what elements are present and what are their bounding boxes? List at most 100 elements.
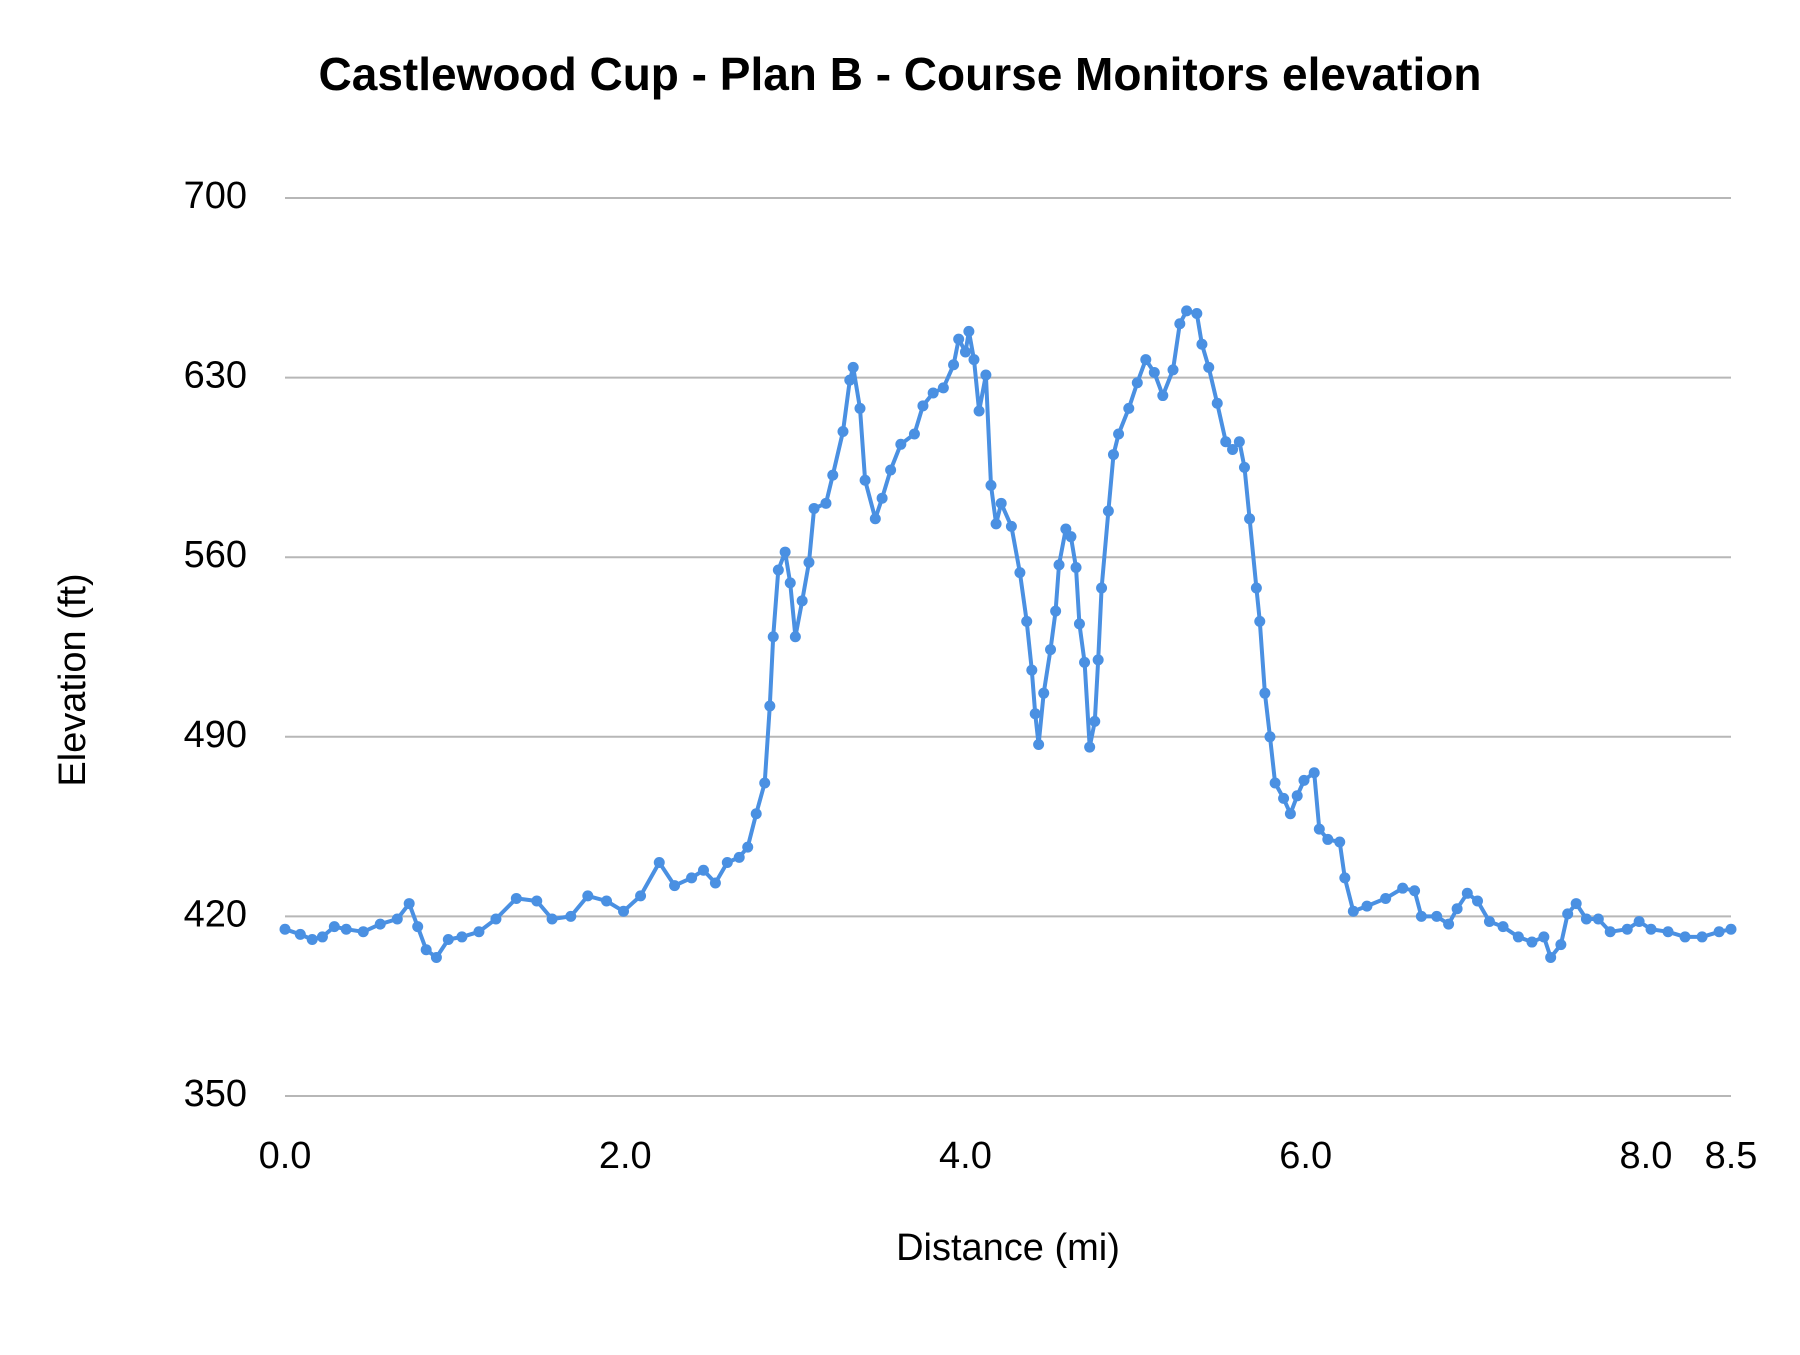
point xyxy=(306,933,318,945)
point xyxy=(1174,318,1186,330)
point xyxy=(1045,644,1057,656)
point xyxy=(1291,790,1303,802)
point xyxy=(316,931,328,943)
point xyxy=(510,892,522,904)
point xyxy=(1443,918,1455,930)
point xyxy=(985,479,997,491)
point xyxy=(1250,582,1262,594)
point xyxy=(721,857,733,869)
point xyxy=(1050,605,1062,617)
point xyxy=(820,497,832,509)
point xyxy=(796,595,808,607)
point xyxy=(1451,903,1463,915)
point xyxy=(1472,895,1484,907)
point xyxy=(1562,908,1574,920)
point xyxy=(1107,449,1119,461)
point xyxy=(1070,561,1082,573)
point xyxy=(546,913,558,925)
point xyxy=(1196,338,1208,350)
point xyxy=(990,518,1002,530)
point xyxy=(357,926,369,938)
y-axis-title: Elevation (ft) xyxy=(52,573,94,786)
point xyxy=(1526,936,1538,948)
point xyxy=(456,931,468,943)
point xyxy=(895,438,907,450)
x-tick-label: 0.0 xyxy=(259,1135,312,1177)
point xyxy=(854,402,866,414)
point xyxy=(1512,931,1524,943)
point xyxy=(473,926,485,938)
point xyxy=(1005,520,1017,532)
point xyxy=(1545,951,1557,963)
point xyxy=(1131,377,1143,389)
point xyxy=(948,359,960,371)
point xyxy=(808,502,820,514)
point xyxy=(582,890,594,902)
point xyxy=(1244,513,1256,525)
point xyxy=(1633,916,1645,928)
point xyxy=(1380,892,1392,904)
point xyxy=(1431,910,1443,922)
point xyxy=(1096,582,1108,594)
point xyxy=(1073,618,1085,630)
point xyxy=(1497,921,1509,933)
point xyxy=(1092,654,1104,666)
point xyxy=(1038,687,1050,699)
point xyxy=(772,564,784,576)
point xyxy=(1415,910,1427,922)
point xyxy=(885,464,897,476)
point xyxy=(995,497,1007,509)
point xyxy=(1322,833,1334,845)
point xyxy=(1029,708,1041,720)
point xyxy=(876,492,888,504)
point xyxy=(759,777,771,789)
point xyxy=(973,405,985,417)
point xyxy=(1233,436,1245,448)
point xyxy=(403,898,415,910)
point xyxy=(1191,307,1203,319)
point xyxy=(844,374,856,386)
point xyxy=(1102,505,1114,517)
point xyxy=(1211,397,1223,409)
point xyxy=(1621,923,1633,935)
point xyxy=(1461,887,1473,899)
point xyxy=(1079,656,1091,668)
point xyxy=(742,841,754,853)
point xyxy=(1339,872,1351,884)
point xyxy=(1157,390,1169,402)
point xyxy=(1084,741,1096,753)
point xyxy=(1021,615,1033,627)
point xyxy=(490,913,502,925)
point xyxy=(1645,923,1657,935)
point xyxy=(779,546,791,558)
point xyxy=(837,425,849,437)
point xyxy=(959,346,971,358)
chart-title: Castlewood Cup - Plan B - Course Monitor… xyxy=(319,48,1482,100)
point xyxy=(784,577,796,589)
point xyxy=(1298,774,1310,786)
point xyxy=(686,872,698,884)
point xyxy=(963,325,975,337)
point xyxy=(859,474,871,486)
point xyxy=(635,890,647,902)
point xyxy=(442,933,454,945)
point xyxy=(1220,436,1232,448)
point xyxy=(827,469,839,481)
x-tick-label: 2.0 xyxy=(599,1135,652,1177)
point xyxy=(1604,926,1616,938)
point xyxy=(420,944,432,956)
point xyxy=(1254,615,1266,627)
point xyxy=(1140,354,1152,366)
point xyxy=(803,556,815,568)
point xyxy=(1053,559,1065,571)
point xyxy=(1483,916,1495,928)
point xyxy=(1269,777,1281,789)
point xyxy=(531,895,543,907)
point xyxy=(1278,792,1290,804)
point xyxy=(953,333,965,345)
point xyxy=(927,387,939,399)
point xyxy=(767,631,779,643)
point xyxy=(279,923,291,935)
x-tick-label: 6.0 xyxy=(1279,1135,1332,1177)
